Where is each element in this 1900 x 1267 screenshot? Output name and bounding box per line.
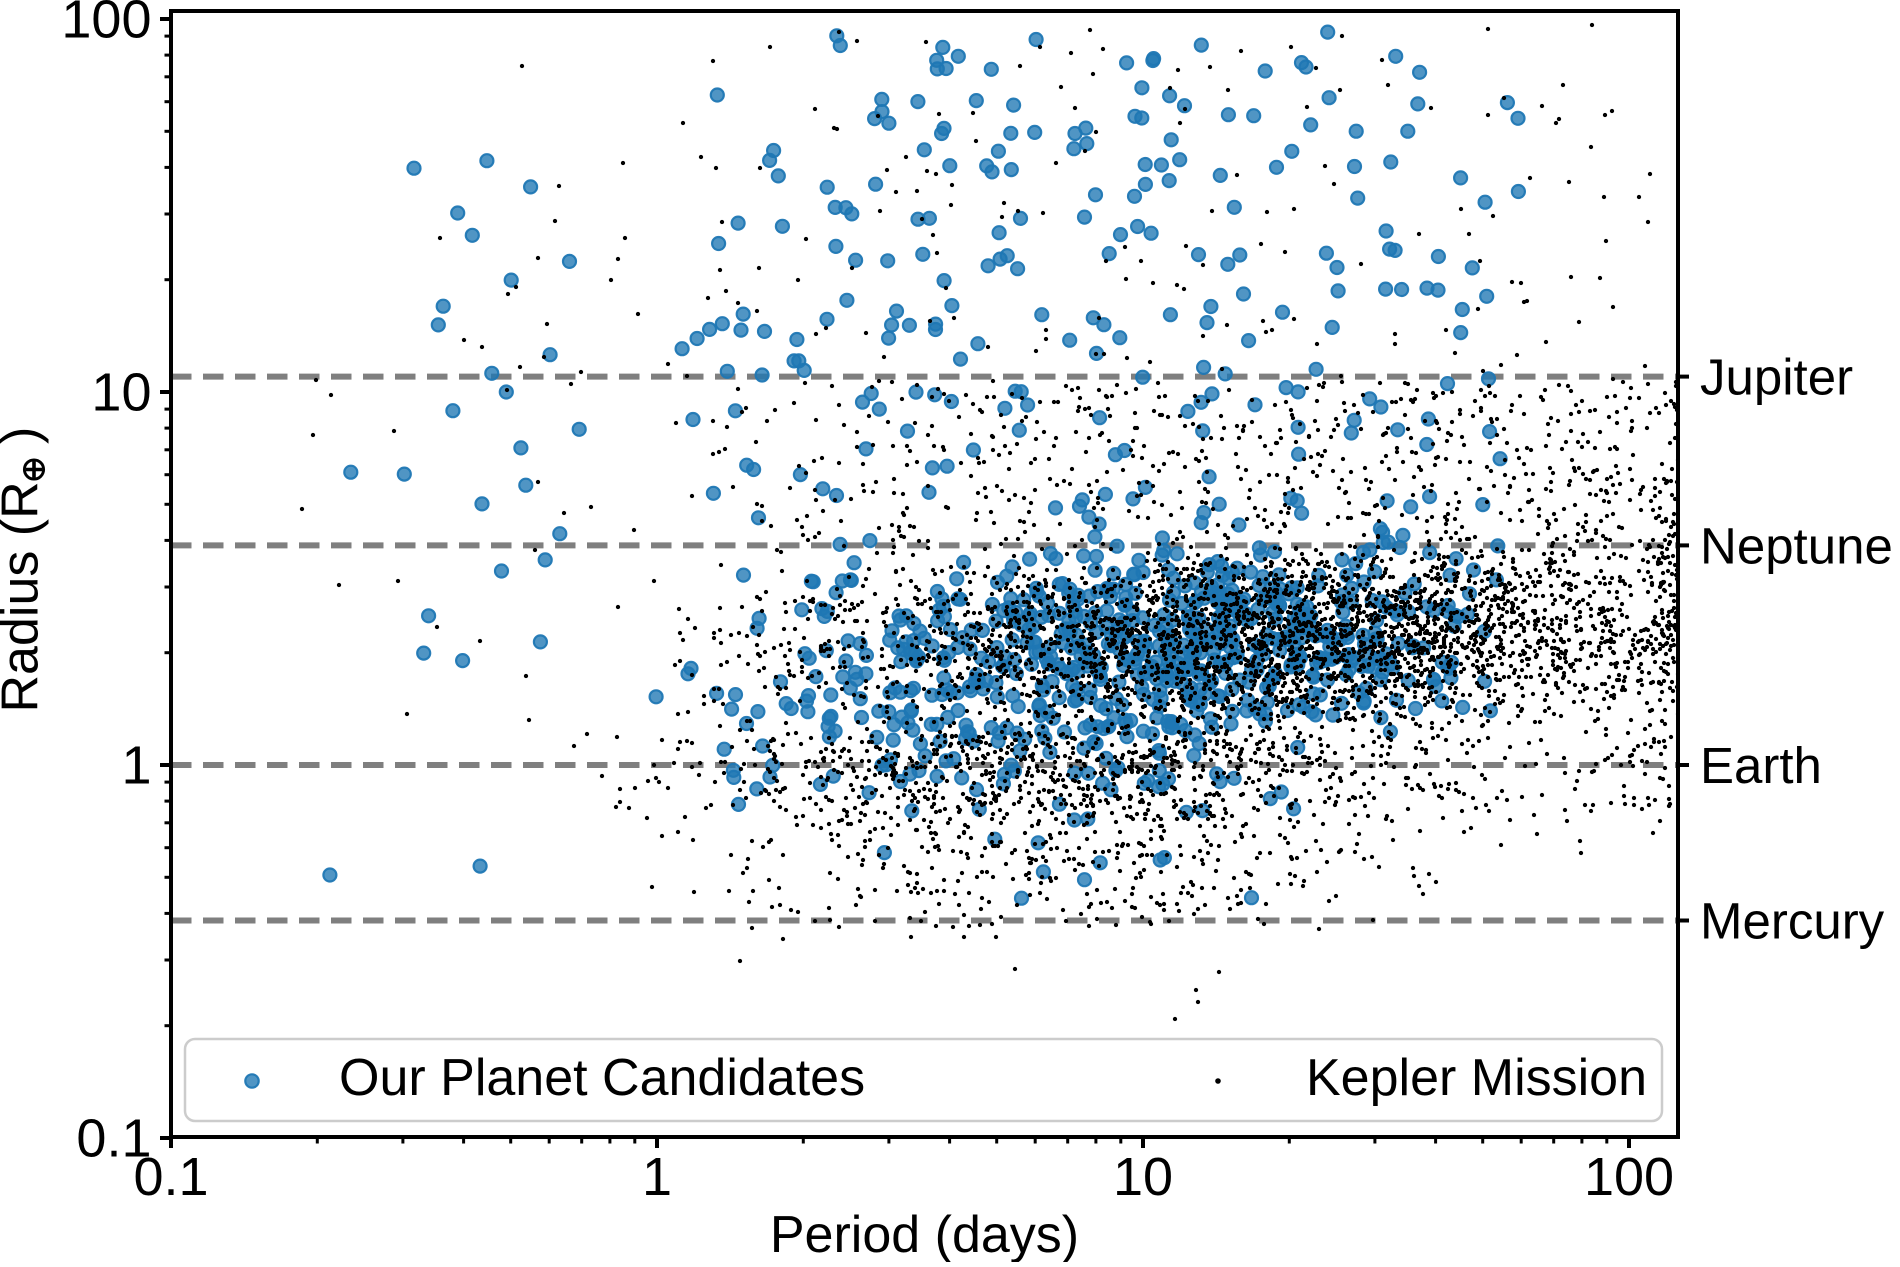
- svg-text:100: 100: [61, 0, 151, 50]
- svg-text:Neptune: Neptune: [1700, 517, 1893, 574]
- svg-text:10: 10: [1113, 1147, 1173, 1207]
- svg-text:Our Planet Candidates: Our Planet Candidates: [339, 1049, 865, 1107]
- svg-text:Kepler Mission: Kepler Mission: [1306, 1049, 1647, 1107]
- svg-text:1: 1: [121, 736, 151, 796]
- svg-text:10: 10: [91, 363, 151, 423]
- svg-text:Earth: Earth: [1700, 737, 1822, 794]
- svg-text:Radius (R: Radius (R: [0, 481, 50, 712]
- svg-text:0.1: 0.1: [133, 1147, 208, 1207]
- svg-text:Jupiter: Jupiter: [1700, 349, 1853, 406]
- svg-text:100: 100: [1584, 1147, 1674, 1207]
- svg-text:Period (days): Period (days): [770, 1206, 1079, 1262]
- svg-text:Mercury: Mercury: [1700, 893, 1885, 950]
- svg-text:1: 1: [642, 1147, 672, 1207]
- svg-text:): ): [0, 427, 50, 444]
